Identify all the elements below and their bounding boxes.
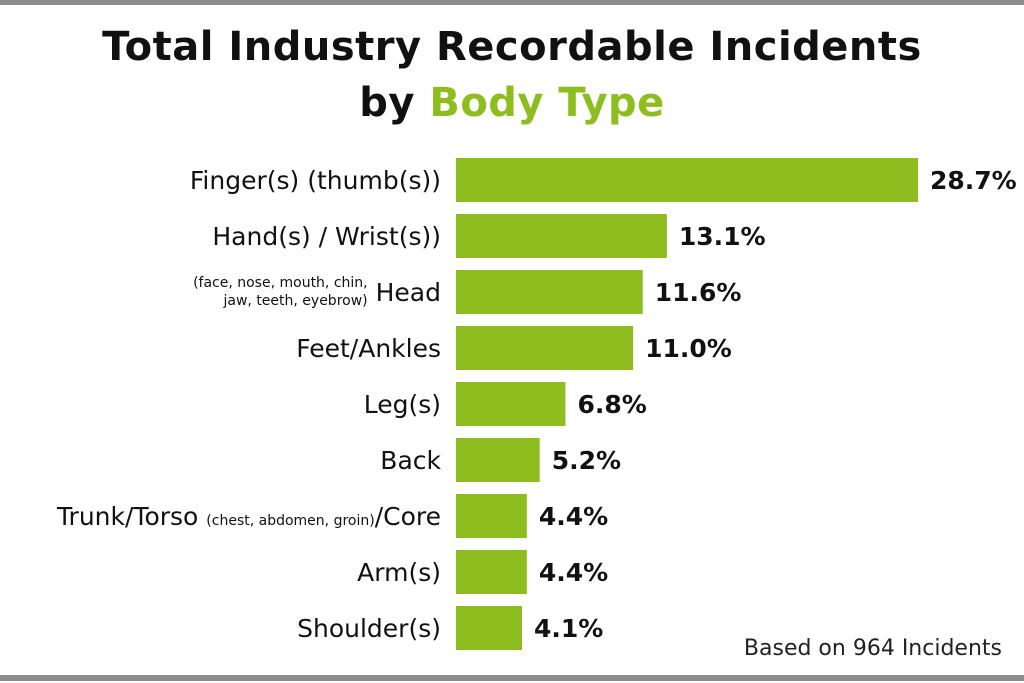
category-label: Trunk/Torso (chest, abdomen, groin)/Core [56,502,441,531]
bar [456,214,667,258]
category-label: Feet/Ankles [296,334,441,363]
category-label: Shoulder(s) [297,614,441,643]
category-label: Arm(s) [357,558,441,587]
data-label: 6.8% [577,390,646,419]
bar [456,606,522,650]
category-label: Hand(s) / Wrist(s)) [212,222,441,251]
category-note: jaw, teeth, eyebrow) [223,293,368,309]
category-note: (face, nose, mouth, chin, [193,275,368,291]
title-line-2-prefix: by [359,80,430,126]
chart-title: Total Industry Recordable Incidents [0,24,1024,70]
data-label: 5.2% [552,446,621,475]
data-label: 28.7% [930,166,1017,195]
bar [456,158,918,202]
data-label: 13.1% [679,222,766,251]
bar [456,270,643,314]
data-label: 11.0% [645,334,732,363]
bar [456,438,540,482]
category-label: Leg(s) [364,390,441,419]
bar [456,494,527,538]
data-label: 4.4% [539,502,608,531]
top-rule [0,0,1024,5]
category-label: Finger(s) (thumb(s)) [190,166,441,195]
bar [456,382,566,426]
title-line-1: Total Industry Recordable Incidents [102,24,922,70]
bar [456,326,634,370]
data-label: 4.1% [534,614,603,643]
title-accent: Body Type [429,80,665,126]
data-label: 4.4% [539,558,608,587]
category-label: Head [376,278,441,307]
bar [456,550,527,594]
chart-title-line-2: by Body Type [0,80,1024,126]
category-label: Back [380,446,441,475]
footnote: Based on 964 Incidents [743,636,1002,661]
bottom-rule [0,675,1024,681]
data-label: 11.6% [655,278,742,307]
